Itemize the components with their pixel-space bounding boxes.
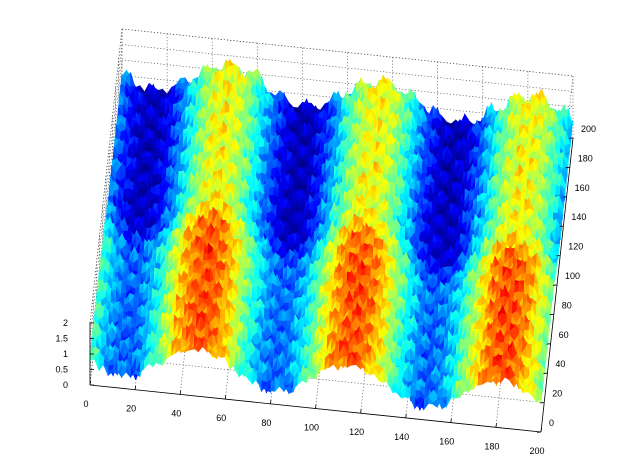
surface-patch	[318, 153, 325, 158]
grid-line	[89, 28, 123, 324]
surface-patch	[473, 146, 480, 153]
surface-patch	[258, 146, 265, 156]
surface-patch	[256, 212, 262, 221]
grid-line	[121, 28, 574, 77]
surface-patch	[141, 153, 147, 158]
grid-line	[121, 59, 574, 108]
grid-line	[121, 44, 574, 92]
surface-patch	[387, 77, 393, 86]
surface-patch	[450, 119, 457, 128]
grid-line	[89, 59, 123, 355]
grid-line	[93, 355, 545, 403]
surface-patch	[464, 113, 470, 125]
surface-patch	[140, 156, 147, 165]
surface-patch	[118, 96, 124, 106]
surface-patch	[246, 169, 252, 178]
surface-patch	[179, 77, 186, 84]
surface-patch	[160, 214, 167, 219]
surface-patch	[142, 141, 149, 149]
surface-patch	[543, 161, 549, 175]
surface-patch	[424, 184, 431, 195]
surface-patch	[187, 85, 193, 96]
surface-layer	[89, 58, 574, 412]
grid-line	[89, 44, 123, 339]
surface-patch	[260, 87, 267, 95]
surface-patch	[513, 176, 520, 182]
surface-patch	[295, 157, 302, 165]
surface-patch	[409, 91, 416, 101]
surface-patch	[268, 186, 275, 196]
surface-patch	[555, 184, 561, 196]
